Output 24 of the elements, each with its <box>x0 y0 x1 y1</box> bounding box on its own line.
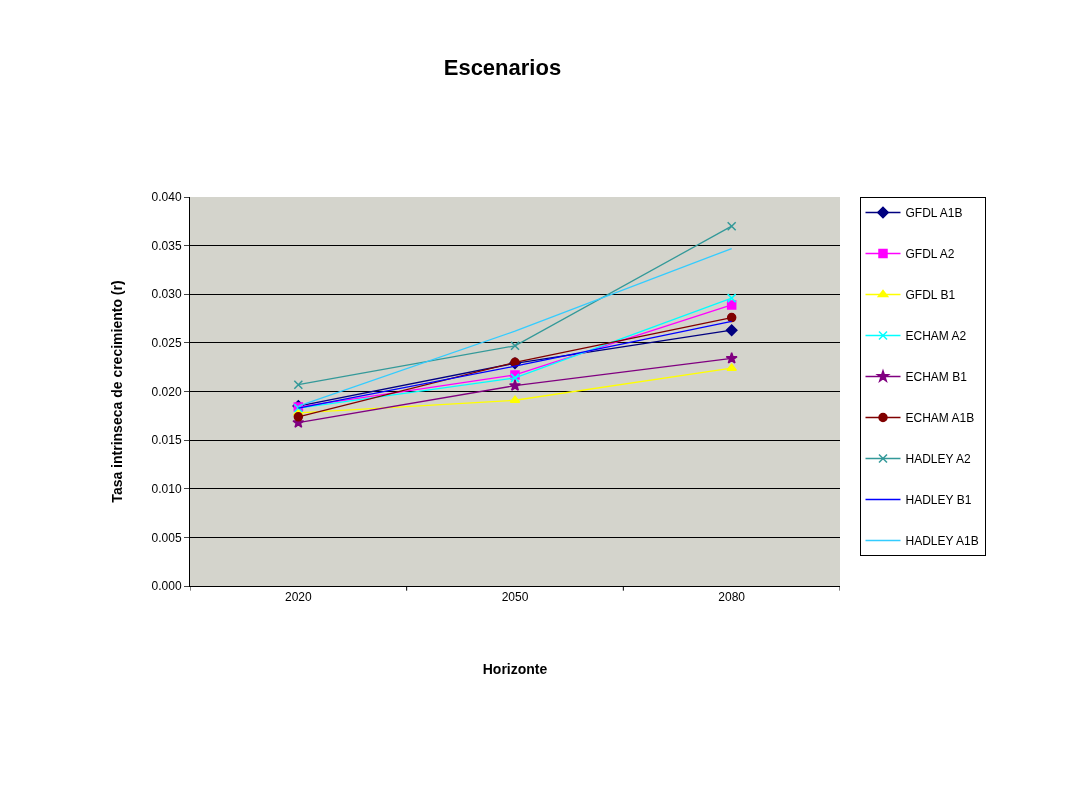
y-tick-label: 0.010 <box>151 481 182 496</box>
y-tick-label: 0.035 <box>151 238 182 253</box>
legend-label: ECHAM A2 <box>905 329 967 344</box>
x-axis-title: Horizonte <box>482 660 548 677</box>
x-tick-label: 2050 <box>501 590 529 605</box>
y-tick-label: 0.025 <box>151 336 182 351</box>
legend-label: ECHAM B1 <box>905 370 968 385</box>
x-tick-label: 2020 <box>284 590 312 605</box>
legend-label: GFDL A2 <box>905 247 955 262</box>
y-tick-label: 0.000 <box>151 579 182 594</box>
x-tick-label: 2080 <box>718 590 746 605</box>
y-tick-label: 0.030 <box>151 287 182 302</box>
legend-label: HADLEY A1B <box>905 534 979 549</box>
y-tick-label: 0.020 <box>151 384 182 399</box>
y-tick-label: 0.005 <box>151 530 182 545</box>
legend-label: ECHAM A1B <box>905 411 975 426</box>
legend-label: HADLEY A2 <box>905 452 971 467</box>
y-tick-label: 0.040 <box>151 190 182 205</box>
legend-label: GFDL B1 <box>905 288 956 303</box>
y-tick-label: 0.015 <box>151 433 182 448</box>
y-axis-title: Tasa intrinseca de crecimiento (r) <box>109 280 126 503</box>
legend-label: HADLEY B1 <box>905 493 972 508</box>
legend-label: GFDL A1B <box>905 206 963 221</box>
chart-title: Escenarios <box>443 54 562 80</box>
